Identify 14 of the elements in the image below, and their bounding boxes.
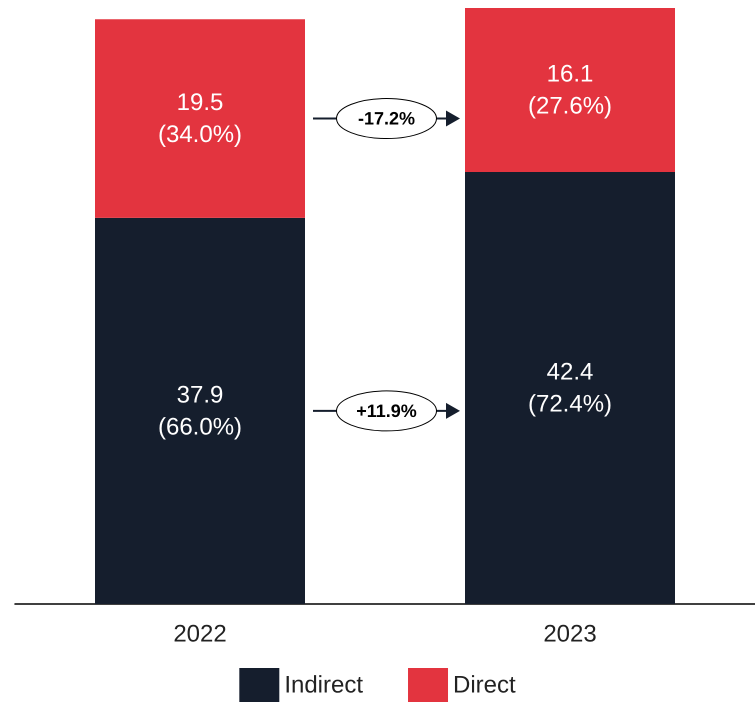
annotation: -17.2%: [358, 108, 416, 129]
data-label: 19.5 (34.0%): [158, 89, 242, 148]
bar: [465, 172, 675, 604]
data-label: 16.1 (27.6%): [528, 60, 612, 120]
bar: [95, 19, 305, 218]
bar: [465, 8, 675, 172]
data-label: 37.9 (66.0%): [158, 381, 242, 440]
legend-label: Direct: [453, 672, 516, 698]
x-tick-label: 2022: [173, 620, 227, 648]
annotation: +11.9%: [356, 400, 417, 421]
legend-label: Indirect: [284, 672, 364, 698]
bar: [95, 218, 305, 604]
x-tick-label: 2023: [543, 620, 597, 648]
data-label: 42.4 (72.4%): [528, 358, 612, 418]
